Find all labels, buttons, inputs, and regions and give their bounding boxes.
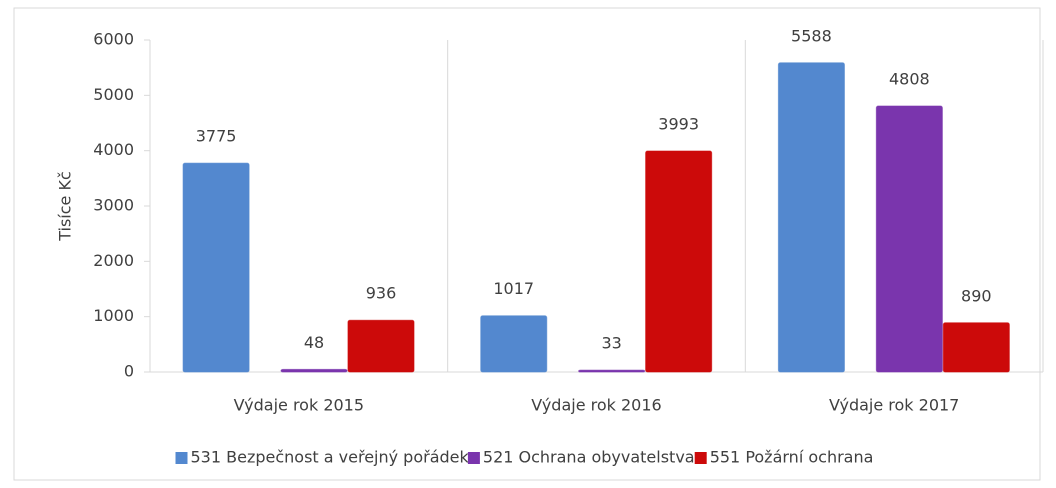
x-tick-label: Výdaje rok 2015 <box>234 396 364 415</box>
y-tick-label: 5000 <box>93 85 134 104</box>
bar <box>182 162 250 373</box>
bar <box>942 322 1010 373</box>
legend-label: 531 Bezpečnost a veřejný pořádek <box>191 448 470 467</box>
bar <box>480 315 548 373</box>
legend-swatch <box>694 452 707 464</box>
data-label: 3775 <box>196 127 237 146</box>
y-tick-label: 2000 <box>93 251 134 270</box>
bar <box>280 368 348 373</box>
y-tick-label: 1000 <box>93 306 134 325</box>
legend-label: 551 Požární ochrana <box>710 448 874 467</box>
y-tick-label: 6000 <box>93 30 134 49</box>
y-tick-label: 0 <box>124 362 134 381</box>
bar <box>347 319 415 373</box>
data-label: 5588 <box>791 26 832 45</box>
bar <box>578 369 646 373</box>
bar <box>777 62 845 373</box>
bar <box>875 105 943 373</box>
data-label: 48 <box>304 333 324 352</box>
legend-swatch <box>467 452 480 464</box>
data-label: 3993 <box>658 115 699 134</box>
x-tick-label: Výdaje rok 2017 <box>829 396 959 415</box>
legend-label: 521 Ochrana obyvatelstva <box>483 448 695 467</box>
data-label: 936 <box>366 284 397 303</box>
legend-swatch <box>175 452 188 464</box>
y-tick-label: 3000 <box>93 196 134 215</box>
data-label: 4808 <box>889 69 930 88</box>
y-tick-label: 4000 <box>93 140 134 159</box>
data-label: 890 <box>961 286 992 305</box>
data-label: 33 <box>602 334 622 353</box>
bar <box>645 150 713 373</box>
x-tick-label: Výdaje rok 2016 <box>531 396 661 415</box>
data-label: 1017 <box>493 279 534 298</box>
y-axis-label: Tisíce Kč <box>56 171 75 242</box>
